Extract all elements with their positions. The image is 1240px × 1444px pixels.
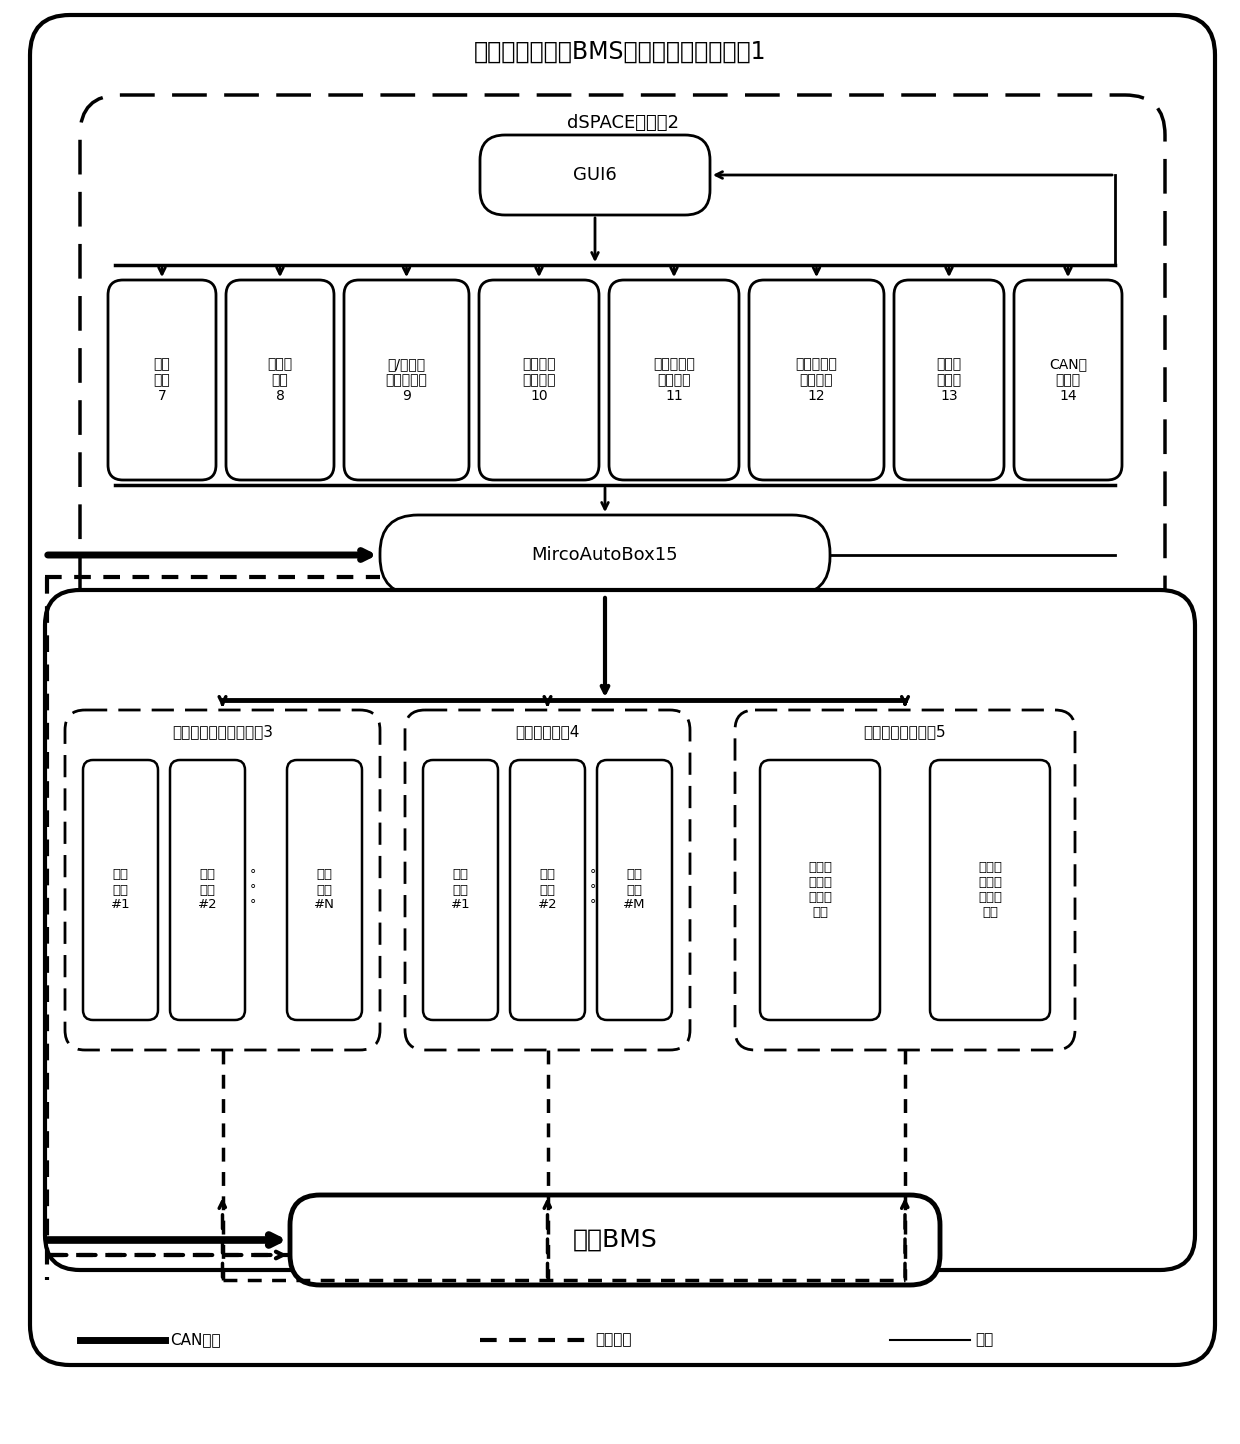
- Text: 初始化
模块
8: 初始化 模块 8: [268, 357, 293, 403]
- FancyBboxPatch shape: [480, 134, 711, 215]
- FancyBboxPatch shape: [1014, 280, 1122, 479]
- FancyBboxPatch shape: [170, 760, 246, 1019]
- Text: 待测BMS: 待测BMS: [573, 1227, 657, 1252]
- FancyBboxPatch shape: [45, 591, 1195, 1271]
- Text: °
°
°: ° ° °: [590, 868, 596, 911]
- Text: MircoAutoBox15: MircoAutoBox15: [532, 546, 678, 565]
- Text: 隔离
通道
#2: 隔离 通道 #2: [538, 868, 557, 911]
- Text: 隔离
通道
#2: 隔离 通道 #2: [197, 868, 217, 911]
- FancyBboxPatch shape: [108, 280, 216, 479]
- Text: 故障激
励模块
13: 故障激 励模块 13: [936, 357, 961, 403]
- FancyBboxPatch shape: [735, 710, 1075, 1050]
- FancyBboxPatch shape: [894, 280, 1004, 479]
- FancyBboxPatch shape: [749, 280, 884, 479]
- FancyBboxPatch shape: [930, 760, 1050, 1019]
- FancyBboxPatch shape: [30, 14, 1215, 1365]
- FancyBboxPatch shape: [290, 1196, 940, 1285]
- Text: CAN通
讯模块
14: CAN通 讯模块 14: [1049, 357, 1087, 403]
- Text: 数据: 数据: [975, 1333, 993, 1347]
- FancyBboxPatch shape: [510, 760, 585, 1019]
- FancyBboxPatch shape: [81, 95, 1166, 656]
- Text: 充/放电过
程仿真模块
9: 充/放电过 程仿真模块 9: [386, 357, 428, 403]
- Text: 隔离
通道
#1: 隔离 通道 #1: [450, 868, 470, 911]
- Text: 充电协议
测试模块
10: 充电协议 测试模块 10: [522, 357, 556, 403]
- FancyBboxPatch shape: [596, 760, 672, 1019]
- Text: 继电器状态
控制模块
11: 继电器状态 控制模块 11: [653, 357, 694, 403]
- Text: 电池包
正极与
车体间
电阻: 电池包 正极与 车体间 电阻: [808, 861, 832, 918]
- FancyBboxPatch shape: [479, 280, 599, 479]
- FancyBboxPatch shape: [405, 710, 689, 1050]
- Text: 隔离
通道
#N: 隔离 通道 #N: [314, 868, 335, 911]
- Text: °
°
°: ° ° °: [249, 868, 257, 911]
- Text: 温度仿真模块4: 温度仿真模块4: [516, 725, 579, 739]
- FancyBboxPatch shape: [760, 760, 880, 1019]
- Text: 电池单体电压仿真模块3: 电池单体电压仿真模块3: [172, 725, 273, 739]
- Text: 配置
模块
7: 配置 模块 7: [154, 357, 170, 403]
- Text: GUI6: GUI6: [573, 166, 616, 183]
- FancyBboxPatch shape: [64, 710, 379, 1050]
- Text: 可配置用于检测BMS功能的电池仿真系统1: 可配置用于检测BMS功能的电池仿真系统1: [474, 40, 766, 64]
- FancyBboxPatch shape: [286, 760, 362, 1019]
- Text: 绝缘电阻仿真模块5: 绝缘电阻仿真模块5: [864, 725, 946, 739]
- FancyBboxPatch shape: [379, 516, 830, 595]
- Text: CAN信号: CAN信号: [170, 1333, 221, 1347]
- Text: dSPACE控制器2: dSPACE控制器2: [567, 114, 678, 131]
- Text: 与整车通讯
仿真模块
12: 与整车通讯 仿真模块 12: [796, 357, 837, 403]
- FancyBboxPatch shape: [83, 760, 157, 1019]
- Text: 隔离
通道
#1: 隔离 通道 #1: [110, 868, 130, 911]
- FancyBboxPatch shape: [343, 280, 469, 479]
- FancyBboxPatch shape: [226, 280, 334, 479]
- Text: 电池包
负极与
车体间
电阻: 电池包 负极与 车体间 电阻: [978, 861, 1002, 918]
- FancyBboxPatch shape: [609, 280, 739, 479]
- Text: 隔离
通道
#M: 隔离 通道 #M: [624, 868, 646, 911]
- FancyBboxPatch shape: [423, 760, 498, 1019]
- Text: 电气信号: 电气信号: [595, 1333, 631, 1347]
